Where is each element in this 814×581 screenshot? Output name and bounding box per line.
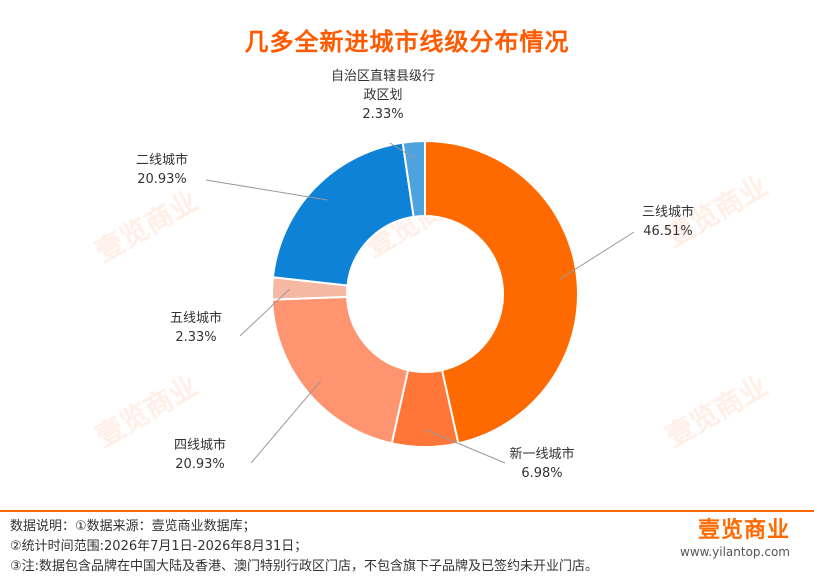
slice-value-label: 46.51%	[643, 224, 693, 239]
slice-value-label: 20.93%	[137, 172, 187, 187]
logo-text: 壹览商业	[697, 518, 790, 543]
donut-chart: 三线城市 46.51% 新一线城市 6.98% 四线城市 20.93% 五线城市 2.33% 二…	[136, 68, 694, 481]
leader-line	[239, 288, 290, 337]
pie-slice	[271, 141, 415, 287]
slice-category-label: 新一线城市	[509, 446, 574, 462]
leader-line	[250, 380, 322, 464]
slice-category-label: 二线城市	[136, 152, 188, 168]
pie-slice	[401, 139, 426, 218]
slice-value-label: 6.98%	[521, 466, 562, 481]
leader-line	[205, 179, 328, 201]
chart-title: 几多全新进城市线级分布情况	[244, 28, 570, 56]
slice-category-label: 自治区直辖县级行	[331, 68, 435, 84]
slice-category-label: 五线城市	[170, 310, 222, 326]
data-note: ②统计时间范围:2026年7月1日-2026年8月31日；	[10, 539, 308, 554]
data-notes: 数据说明：①数据来源：壹览商业数据库； ②统计时间范围:2026年7月1日-20…	[10, 517, 598, 577]
logo-url: www.yilantop.com	[680, 545, 790, 559]
slice-value-label: 2.33%	[362, 107, 403, 122]
slice-value-label: 20.93%	[175, 457, 225, 472]
pie-slice	[271, 295, 410, 445]
slice-category-label: 四线城市	[174, 437, 226, 453]
data-note: ③注:数据包含品牌在中国大陆及香港、澳门特别行政区门店，不包含旗下子品牌及已签约…	[10, 559, 599, 574]
slice-category-label: 政区划	[363, 88, 402, 103]
data-note: 数据说明：①数据来源：壹览商业数据库；	[10, 519, 256, 534]
leader-line	[389, 142, 416, 160]
slice-category-label: 三线城市	[642, 204, 694, 220]
leader-line	[424, 429, 506, 464]
footer-divider	[0, 510, 814, 512]
brand-logo: 壹览商业 www.yilantop.com	[680, 518, 790, 560]
slice-value-label: 2.33%	[175, 330, 216, 345]
pie-slice	[424, 139, 579, 445]
leader-line	[559, 231, 635, 280]
